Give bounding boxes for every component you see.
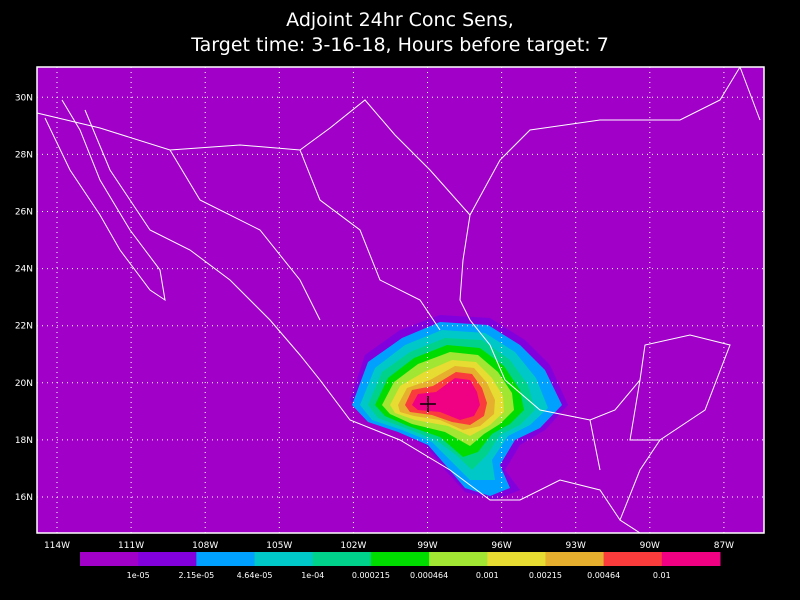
contour-fill bbox=[412, 378, 480, 420]
colorbar: 1e-05 2.15e-05 4.64e-05 1e-04 0.000215 0.0004… bbox=[80, 552, 721, 580]
map-area bbox=[37, 67, 764, 533]
sensitivity-contours bbox=[350, 315, 568, 500]
colorbar-swatch bbox=[254, 552, 314, 566]
colorbar-label: 0.000464 bbox=[410, 571, 448, 580]
lon-label: 111W bbox=[118, 541, 144, 551]
state-border bbox=[169, 149, 660, 471]
colorbar-label: 1e-04 bbox=[301, 571, 324, 580]
colorbar-swatch bbox=[196, 552, 256, 566]
lat-label: 30N bbox=[15, 93, 33, 103]
colorbar-swatch bbox=[661, 552, 721, 566]
lon-label: 90W bbox=[640, 541, 660, 551]
colorbar-swatch bbox=[138, 552, 197, 566]
colorbar-swatch bbox=[80, 552, 139, 566]
border bbox=[36, 99, 471, 216]
lat-label: 16N bbox=[15, 493, 33, 503]
colorbar-label: 0.00464 bbox=[587, 571, 620, 580]
colorbar-label: 1e-05 bbox=[127, 571, 150, 580]
colorbar-label: 0.001 bbox=[476, 571, 499, 580]
colorbar-swatch bbox=[487, 552, 546, 566]
lat-label: 22N bbox=[15, 322, 33, 332]
coastlines bbox=[36, 66, 761, 534]
title-line: Adjoint 24hr Conc Sens, bbox=[286, 9, 514, 31]
lon-label: 93W bbox=[566, 541, 586, 551]
title-line: Target time: 3-16-18, Hours before targe… bbox=[190, 34, 609, 56]
lat-label: 26N bbox=[15, 208, 33, 218]
lon-label: 114W bbox=[44, 541, 70, 551]
lat-label: 28N bbox=[15, 150, 33, 160]
lon-label: 105W bbox=[266, 541, 292, 551]
us-coast bbox=[469, 66, 761, 216]
colorbar-label: 0.00215 bbox=[529, 571, 562, 580]
lon-label: 102W bbox=[340, 541, 366, 551]
colorbar-swatch bbox=[312, 552, 372, 566]
lat-label: 18N bbox=[15, 436, 33, 446]
colorbar-label: 4.64e-05 bbox=[237, 571, 273, 580]
lon-label: 96W bbox=[491, 541, 511, 551]
colorbar-label: 0.01 bbox=[653, 571, 671, 580]
lat-label: 20N bbox=[15, 379, 33, 389]
lon-label: 108W bbox=[192, 541, 218, 551]
grid bbox=[37, 67, 764, 533]
colorbar-label: 0.000215 bbox=[352, 571, 390, 580]
pacific-coast bbox=[84, 109, 621, 521]
colorbar-swatch bbox=[603, 552, 663, 566]
lon-label: 99W bbox=[417, 541, 437, 551]
colorbar-swatch bbox=[370, 552, 430, 566]
baja-coast bbox=[44, 99, 166, 302]
target-marker bbox=[420, 396, 436, 412]
lon-label: 87W bbox=[714, 541, 734, 551]
colorbar-label: 2.15e-05 bbox=[178, 571, 214, 580]
colorbar-swatch bbox=[429, 552, 488, 566]
colorbar-swatch bbox=[545, 552, 605, 566]
axis-labels: 114W 111W 108W 105W 102W 99W 96W 93W 90W 87W 16N 18… bbox=[15, 93, 734, 551]
lat-label: 24N bbox=[15, 265, 33, 275]
map-frame bbox=[36, 66, 765, 534]
